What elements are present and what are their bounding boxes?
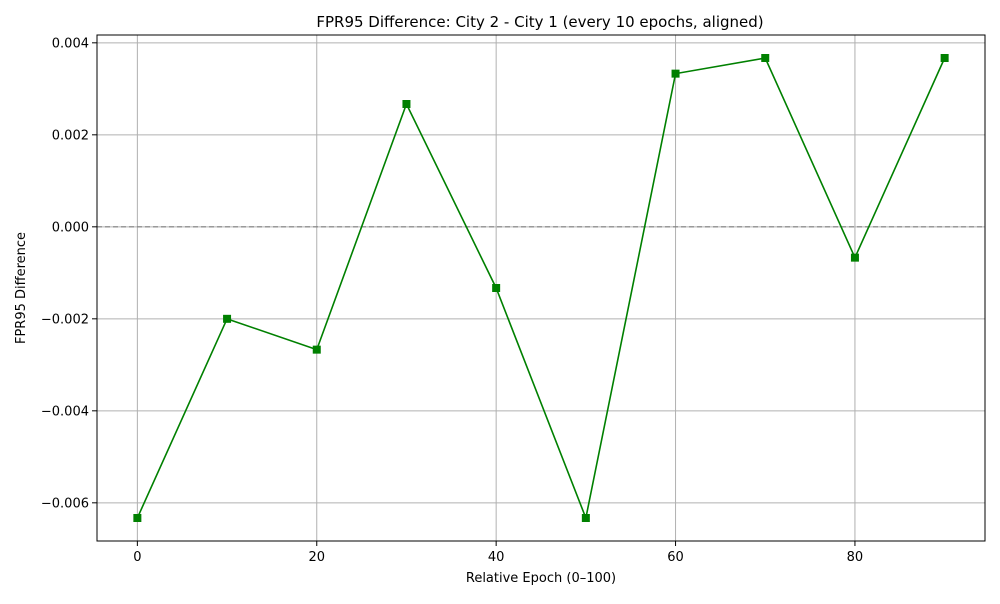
y-tick-label: 0.002 xyxy=(52,128,89,143)
data-point-marker xyxy=(312,345,321,354)
y-tick-label: −0.006 xyxy=(41,496,89,511)
x-axis-label: Relative Epoch (0–100) xyxy=(466,571,616,586)
x-tick-label: 80 xyxy=(847,550,864,565)
y-axis-ticks: −0.006 −0.004 −0.002 0.000 0.002 0.004 xyxy=(41,36,97,511)
chart-title: FPR95 Difference: City 2 - City 1 (every… xyxy=(316,13,763,31)
y-tick-label: 0.004 xyxy=(52,36,89,51)
data-point-marker xyxy=(761,54,770,62)
y-axis-label: FPR95 Difference xyxy=(14,232,29,344)
data-point-marker xyxy=(223,314,232,323)
x-tick-label: 40 xyxy=(488,550,505,565)
series-group xyxy=(133,54,949,522)
data-point-marker xyxy=(671,69,680,78)
data-point-marker xyxy=(492,284,501,292)
data-point-marker xyxy=(940,54,949,62)
series-line xyxy=(136,57,946,521)
x-tick-label: 60 xyxy=(667,550,684,565)
x-tick-label: 0 xyxy=(133,550,141,565)
plot-frame xyxy=(96,34,986,542)
data-point-marker xyxy=(133,514,142,522)
y-tick-label: 0.000 xyxy=(52,220,89,235)
x-axis-ticks: 0 20 40 60 80 xyxy=(133,541,863,565)
data-point-marker xyxy=(850,253,859,262)
data-point-marker xyxy=(402,100,411,108)
data-point-marker xyxy=(581,514,590,522)
y-tick-label: −0.004 xyxy=(41,404,89,419)
x-tick-label: 20 xyxy=(308,550,325,565)
y-tick-label: −0.002 xyxy=(41,312,89,327)
